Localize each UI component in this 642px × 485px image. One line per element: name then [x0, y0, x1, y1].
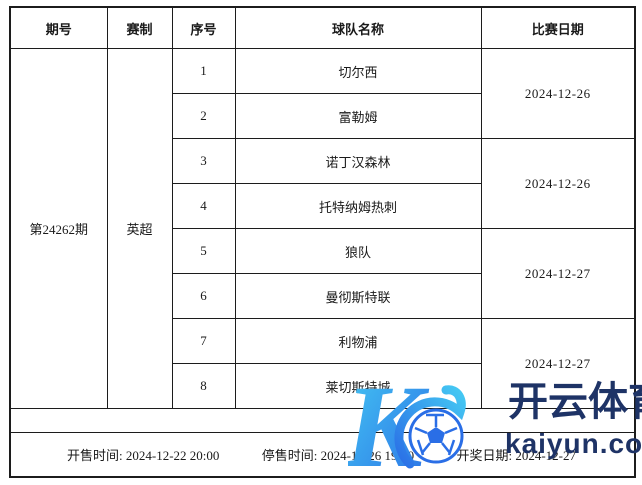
seq-cell: 7	[171, 318, 236, 364]
col-header-seq: 序号	[171, 6, 236, 49]
draw-date: 开奖日期: 2024-12-27	[456, 447, 576, 463]
team-name-cell: 曼彻斯特联	[234, 273, 482, 319]
team-name-cell: 富勒姆	[234, 93, 482, 139]
team-name-cell: 莱切斯特城	[234, 363, 482, 409]
footer-cell: 开售时间: 2024-12-22 20:00 停售时间: 2024-12-26 …	[9, 432, 636, 477]
col-header-league: 赛制	[106, 6, 173, 49]
seq-cell: 5	[171, 228, 236, 274]
sale-close-time: 停售时间: 2024-12-26 19:00	[261, 447, 415, 463]
match-date-cell: 2024-12-26	[480, 48, 636, 139]
col-header-team: 球队名称	[234, 6, 482, 49]
seq-cell: 2	[171, 93, 236, 139]
col-header-period: 期号	[9, 6, 108, 49]
seq-cell: 4	[171, 183, 236, 229]
seq-cell: 6	[171, 273, 236, 319]
spacer-row	[9, 408, 636, 433]
period-cell: 第24262期	[9, 48, 108, 409]
col-header-date: 比赛日期	[480, 6, 636, 49]
team-row: 第24262期 英超 1 切尔西 2024-12-26	[9, 48, 636, 409]
seq-cell: 1	[171, 48, 236, 94]
team-name-cell: 狼队	[234, 228, 482, 274]
match-date-cell: 2024-12-27	[480, 318, 636, 409]
match-date-cell: 2024-12-26	[480, 138, 636, 229]
seq-cell: 8	[171, 363, 236, 409]
team-name-cell: 切尔西	[234, 48, 482, 94]
team-name-cell: 托特纳姆热刺	[234, 183, 482, 229]
schedule-table: 期号 赛制 序号 球队名称 比赛日期 第24262期 英超 1 切尔西 2024…	[9, 6, 636, 478]
header-row: 期号 赛制 序号 球队名称 比赛日期	[9, 6, 636, 49]
team-row: 3 诺丁汉森林 2024-12-26	[10, 138, 636, 229]
league-cell: 英超	[106, 48, 173, 409]
team-name-cell: 诺丁汉森林	[234, 138, 482, 184]
spacer-cell	[9, 408, 636, 433]
match-date-cell: 2024-12-27	[480, 228, 636, 319]
team-name-cell: 利物浦	[234, 318, 482, 364]
team-row: 7 利物浦 2024-12-27	[10, 318, 636, 409]
seq-cell: 3	[171, 138, 236, 184]
footer-row: 开售时间: 2024-12-22 20:00 停售时间: 2024-12-26 …	[9, 432, 636, 477]
team-row: 4 托特纳姆热刺	[10, 183, 635, 229]
sale-open-time: 开售时间: 2024-12-22 20:00	[67, 447, 220, 463]
